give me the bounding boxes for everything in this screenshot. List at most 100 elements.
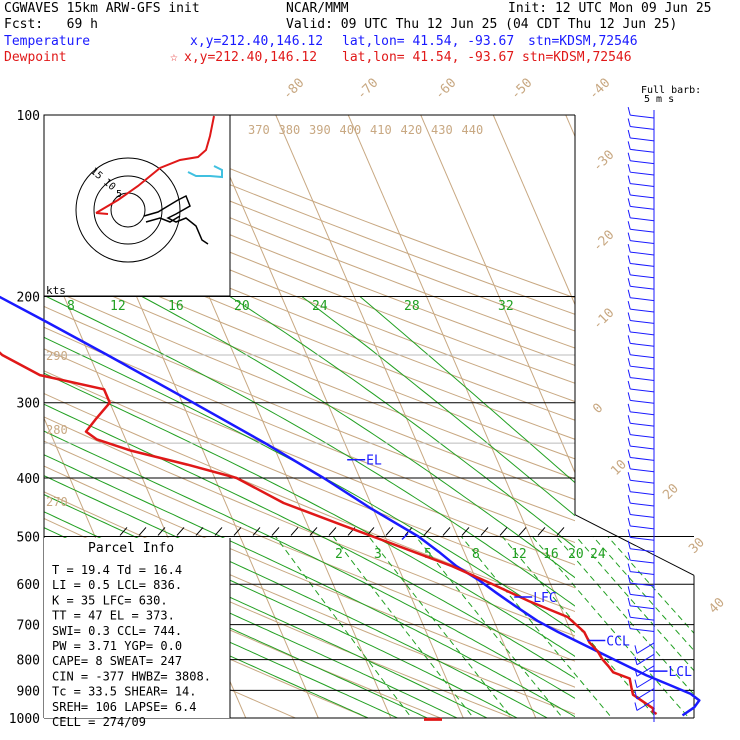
hodograph-units: kts <box>46 284 66 297</box>
hatch-mark <box>214 527 223 536</box>
wind-barb-flag <box>627 221 631 230</box>
wind-barb <box>630 240 655 245</box>
wind-barb-flag <box>627 243 631 253</box>
hodograph-light-trace <box>187 165 223 179</box>
hatch-mark <box>176 527 185 536</box>
wind-barb <box>630 605 655 610</box>
wind-barb <box>630 354 655 359</box>
wind-barb <box>630 365 655 370</box>
dewpoint-star-icon: ☆ <box>170 50 178 65</box>
hatch-mark <box>461 527 470 536</box>
barb-legend-line1: Full barb: <box>641 85 702 96</box>
moist-adiabat-label: 8 <box>67 299 75 314</box>
pressure-tick-label: 1000 <box>9 712 40 727</box>
mixing-ratio-label: 3 <box>374 547 382 562</box>
moist-adiabat-line <box>44 372 575 657</box>
wind-barb <box>630 160 655 165</box>
wind-barb <box>630 559 655 564</box>
wind-barb-flag <box>627 620 631 629</box>
frame-right-diag <box>574 514 695 576</box>
isotherm-tick-label: -70 <box>354 76 381 103</box>
wind-barb-flag <box>634 668 638 677</box>
dewpoint-legend: Dewpoint <box>4 50 67 65</box>
hatch-mark <box>385 527 394 536</box>
wind-barb-flag <box>627 129 631 139</box>
moist-adiabat-line <box>44 403 575 679</box>
dewpoint-xy: x,y=212.40,146.12 <box>184 50 318 65</box>
pressure-tick-label: 500 <box>17 530 40 545</box>
isotherm-tick-label: -80 <box>280 76 307 103</box>
hodograph-upper-trace <box>95 115 215 214</box>
wind-barb <box>630 456 655 461</box>
mixing-ratio-line <box>607 537 694 634</box>
mixing-ratio-line <box>368 537 513 718</box>
wind-barb <box>630 571 655 575</box>
dry-adiabat-line <box>44 326 575 544</box>
wind-barb-flag <box>627 312 631 321</box>
theta-tick-label: 430 <box>431 123 453 137</box>
isotherm-line <box>420 115 575 474</box>
parcel-info-background <box>44 538 230 718</box>
theta-tick-label: 370 <box>248 123 270 137</box>
wind-barb <box>630 228 655 233</box>
isotherm-line <box>275 115 537 718</box>
moist-adiabat-line <box>359 296 575 484</box>
parcel-info-row: Tc = 33.5 SHEAR= 14. <box>52 685 197 699</box>
wind-barb-flag <box>627 517 631 527</box>
mixing-ratio-line <box>555 537 694 696</box>
parcel-info-row: K = 35 LFC= 630. <box>52 593 168 607</box>
parcel-info-row: CAPE= 8 SWEAT= 247 <box>52 654 182 668</box>
wind-barb-flag <box>627 358 631 367</box>
parcel-info-row: CELL = 274/09 <box>52 715 146 729</box>
wind-barb-flag <box>627 289 631 298</box>
wind-barb-flag <box>627 586 631 595</box>
wind-barb-flag <box>627 323 631 333</box>
wind-barb-flag <box>627 483 631 492</box>
mixing-ratio-label: 16 <box>543 547 559 562</box>
moist-adiabat-label: 16 <box>168 299 184 314</box>
wind-barb-flag <box>627 335 631 344</box>
isotherm-line <box>492 115 575 306</box>
dry-adiabat-line <box>44 465 575 688</box>
wind-barb <box>630 628 655 633</box>
pressure-tick-label: 900 <box>17 684 40 699</box>
wind-barb <box>630 593 655 598</box>
parcel-info-title: Parcel Info <box>88 541 174 556</box>
hatch-mark <box>537 527 546 536</box>
wind-barb-flag <box>627 437 631 447</box>
dry-adiabat-line <box>44 348 575 566</box>
temperature-latlon: lat,lon= 41.54, -93.67 <box>342 34 515 49</box>
moist-adiabat-line <box>44 336 575 633</box>
dry-adiabat-line <box>44 305 575 522</box>
wind-barb-flag <box>627 369 631 378</box>
wind-barb-flag <box>634 645 638 654</box>
hodograph-black-trace2 <box>145 215 181 223</box>
dry-adiabat-line <box>44 416 575 637</box>
wind-barb <box>630 548 655 553</box>
wind-barb-flag <box>627 186 631 196</box>
temperature-station: stn=KDSM,72546 <box>528 34 638 49</box>
isotherm-tick-label: 30 <box>686 535 708 557</box>
hatch-mark <box>157 527 166 536</box>
mixing-ratio-line <box>592 537 694 652</box>
parcel-info-box: Parcel Info T = 19.4 Td = 16.4LI = 0.5 LC… <box>44 538 231 729</box>
moist-adiabat-line <box>141 296 575 579</box>
wind-barb <box>630 502 655 507</box>
temperature-xy: x,y=212.40,146.12 <box>190 34 324 49</box>
model-title: CGWAVES 15km ARW-GFS init <box>4 1 200 16</box>
valid-time: Valid: 09 UTC Thu 12 Jun 25 (04 CDT Thu … <box>286 17 678 32</box>
wind-barb <box>630 183 655 187</box>
hatch-mark <box>328 527 337 536</box>
pressure-tick-label: 300 <box>17 397 40 412</box>
dewpoint-trace <box>0 351 658 716</box>
wind-barb <box>630 194 655 199</box>
wind-barb <box>630 320 655 324</box>
temperature-legend: Temperature <box>4 34 91 49</box>
theta-low-label: 280 <box>46 423 68 437</box>
wind-barb <box>630 445 655 450</box>
mixed-layer-mark <box>401 532 409 541</box>
isotherm-line <box>202 115 464 718</box>
wind-barb-flag <box>627 540 631 549</box>
dry-adiabat-line <box>44 191 575 403</box>
